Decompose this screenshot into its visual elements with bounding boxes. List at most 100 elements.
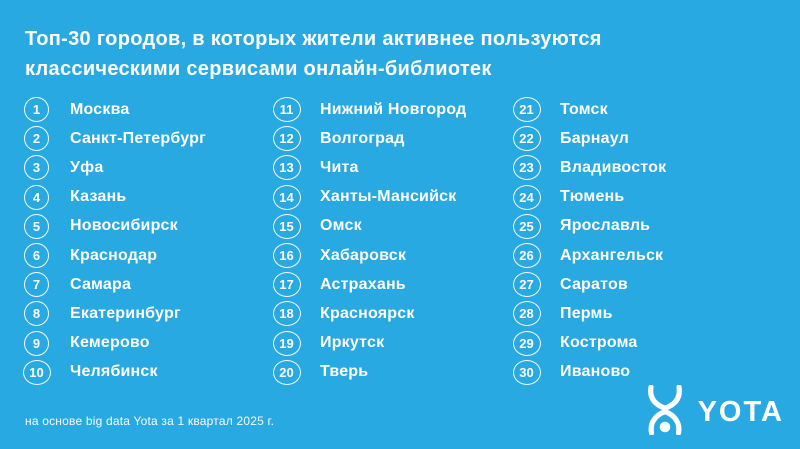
rank-badge-wrap: 13 <box>272 155 301 181</box>
list-item: 21 Томск <box>512 95 782 124</box>
city-label: Архангельск <box>560 246 664 264</box>
rank-badge: 10 <box>22 359 51 385</box>
rank-badge-wrap: 7 <box>22 272 51 298</box>
rank-badge-wrap: 12 <box>272 126 301 152</box>
list-item: 26 Архангельск <box>512 241 782 270</box>
rank-badge: 13 <box>272 155 301 181</box>
rank-badge-wrap: 9 <box>22 330 51 356</box>
rank-badge: 26 <box>512 243 541 269</box>
city-label: Иркутск <box>320 334 385 352</box>
rank-badge: 5 <box>24 213 49 239</box>
rank-badge: 3 <box>24 155 49 181</box>
city-label: Хабаровск <box>320 246 407 264</box>
rank-badge: 27 <box>512 272 541 298</box>
rank-badge-wrap: 28 <box>512 301 541 327</box>
city-label: Чита <box>320 158 359 176</box>
list-item: 15 Омск <box>272 212 507 241</box>
city-label: Новосибирск <box>70 217 178 235</box>
rank-badge: 20 <box>272 359 301 385</box>
list-item: 27 Саратов <box>512 270 782 299</box>
city-label: Москва <box>70 100 130 118</box>
city-label: Кострома <box>560 334 638 352</box>
rank-badge-wrap: 22 <box>512 126 541 152</box>
rank-badge: 14 <box>272 184 301 210</box>
rank-badge-wrap: 6 <box>22 243 51 269</box>
rank-badge: 11 <box>272 97 301 123</box>
rank-badge-wrap: 18 <box>272 301 301 327</box>
rank-badge: 29 <box>512 330 541 356</box>
rank-badge-wrap: 29 <box>512 330 541 356</box>
list-item: 28 Пермь <box>512 299 782 328</box>
ranking-column-1: 1 Москва 2 Санкт-Петербург 3 Уфа 4 Казань 5 Н… <box>22 95 267 387</box>
rank-badge: 8 <box>24 301 49 327</box>
rank-badge: 7 <box>24 272 49 298</box>
rank-badge: 21 <box>512 97 541 123</box>
rank-badge-wrap: 15 <box>272 213 301 239</box>
city-label: Тверь <box>320 363 369 381</box>
rank-badge: 2 <box>24 126 49 152</box>
rank-badge: 19 <box>272 330 301 356</box>
rank-badge-wrap: 4 <box>22 184 51 210</box>
list-item: 13 Чита <box>272 153 507 182</box>
city-label: Саратов <box>560 275 628 293</box>
list-item: 7 Самара <box>22 270 267 299</box>
rank-badge: 25 <box>512 213 541 239</box>
list-item: 4 Казань <box>22 183 267 212</box>
city-label: Астрахань <box>320 275 406 293</box>
list-item: 19 Иркутск <box>272 329 507 358</box>
list-item: 2 Санкт-Петербург <box>22 124 267 153</box>
city-label: Иваново <box>560 363 631 381</box>
rank-badge-wrap: 25 <box>512 213 541 239</box>
rank-badge-wrap: 2 <box>22 126 51 152</box>
rank-badge: 17 <box>272 272 301 298</box>
city-label: Барнаул <box>560 129 629 147</box>
yota-wordmark: YOTA <box>697 396 784 428</box>
ranking-column-3: 21 Томск 22 Барнаул 23 Владивосток 24 Тюмень… <box>512 95 782 387</box>
list-item: 23 Владивосток <box>512 153 782 182</box>
list-item: 17 Астрахань <box>272 270 507 299</box>
rank-badge-wrap: 24 <box>512 184 541 210</box>
rank-badge: 12 <box>272 126 301 152</box>
list-item: 30 Иваново <box>512 358 782 387</box>
city-label: Казань <box>70 188 127 206</box>
rank-badge-wrap: 26 <box>512 243 541 269</box>
list-item: 11 Нижний Новгород <box>272 95 507 124</box>
rank-badge: 6 <box>24 243 49 269</box>
yota-logo-icon <box>644 384 686 440</box>
list-item: 6 Краснодар <box>22 241 267 270</box>
list-item: 3 Уфа <box>22 153 267 182</box>
city-label: Пермь <box>560 304 613 322</box>
list-item: 10 Челябинск <box>22 358 267 387</box>
rank-badge: 9 <box>24 330 49 356</box>
list-item: 8 Екатеринбург <box>22 299 267 328</box>
rank-badge: 30 <box>512 359 541 385</box>
city-label: Екатеринбург <box>70 304 181 322</box>
rank-badge-wrap: 11 <box>272 97 301 123</box>
city-label: Тюмень <box>560 188 625 206</box>
rank-badge: 28 <box>512 301 541 327</box>
list-item: 16 Хабаровск <box>272 241 507 270</box>
city-label: Томск <box>560 100 608 118</box>
rank-badge: 1 <box>24 97 49 123</box>
city-label: Ярославль <box>560 217 651 235</box>
list-item: 1 Москва <box>22 95 267 124</box>
rank-badge: 4 <box>24 184 49 210</box>
list-item: 24 Тюмень <box>512 183 782 212</box>
rank-badge: 15 <box>272 213 301 239</box>
rank-badge: 22 <box>512 126 541 152</box>
rank-badge-wrap: 8 <box>22 301 51 327</box>
rank-badge-wrap: 1 <box>22 97 51 123</box>
page-title: Топ-30 городов, в которых жители активне… <box>25 24 602 84</box>
rank-badge-wrap: 19 <box>272 330 301 356</box>
city-label: Ханты-Мансийск <box>320 188 457 206</box>
rank-badge: 16 <box>272 243 301 269</box>
rank-badge-wrap: 17 <box>272 272 301 298</box>
list-item: 25 Ярославль <box>512 212 782 241</box>
rank-badge-wrap: 23 <box>512 155 541 181</box>
rank-badge: 24 <box>512 184 541 210</box>
city-label: Уфа <box>70 158 104 176</box>
rank-badge: 23 <box>512 155 541 181</box>
source-note: на основе big data Yota за 1 квартал 202… <box>25 414 275 428</box>
city-label: Челябинск <box>70 363 158 381</box>
